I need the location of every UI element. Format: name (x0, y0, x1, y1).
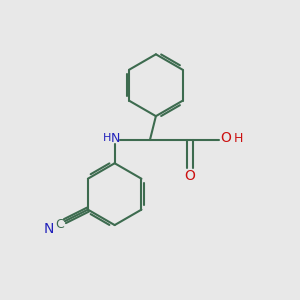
Text: O: O (184, 169, 195, 183)
Text: O: O (221, 131, 232, 145)
Text: N: N (44, 222, 54, 236)
Text: H: H (103, 133, 112, 143)
Text: N: N (111, 132, 120, 145)
Text: H: H (233, 132, 243, 145)
Text: C: C (56, 218, 64, 231)
